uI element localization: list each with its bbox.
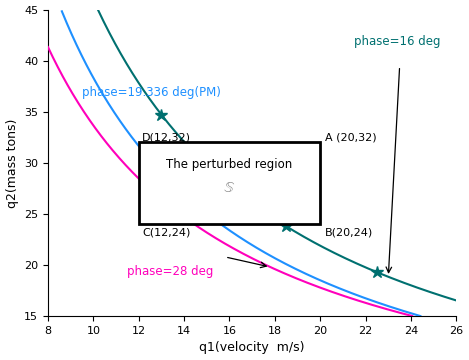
- Text: C(12,24): C(12,24): [142, 228, 190, 238]
- Text: phase=19.336 deg(PM): phase=19.336 deg(PM): [82, 86, 221, 99]
- Y-axis label: q2(mass tons): q2(mass tons): [6, 118, 19, 208]
- Text: D(12,32): D(12,32): [142, 132, 191, 142]
- Bar: [139, 143, 320, 224]
- Text: $\mathbb{S}$: $\mathbb{S}$: [223, 180, 235, 195]
- Text: phase=28 deg: phase=28 deg: [128, 265, 214, 278]
- Text: phase=16 deg: phase=16 deg: [354, 35, 441, 48]
- Text: A (20,32): A (20,32): [325, 132, 377, 142]
- Text: The perturbed region: The perturbed region: [166, 158, 293, 171]
- X-axis label: q1(velocity  m/s): q1(velocity m/s): [199, 341, 305, 355]
- Text: B(20,24): B(20,24): [325, 228, 373, 238]
